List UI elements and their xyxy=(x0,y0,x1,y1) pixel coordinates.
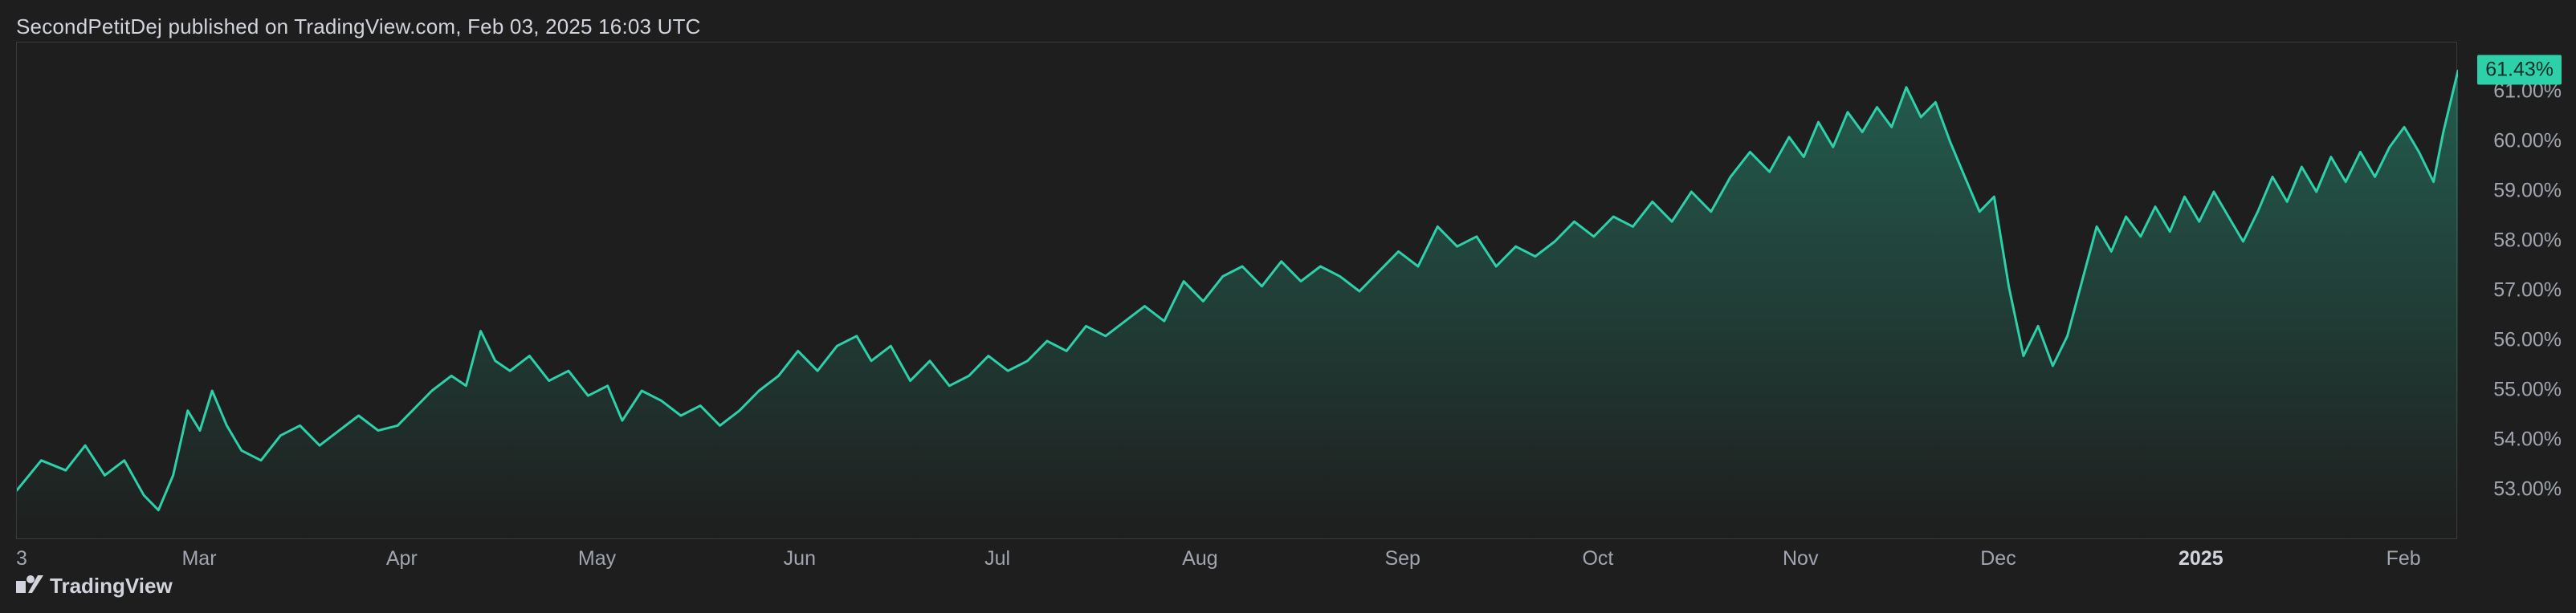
y-tick-label: 53.00% xyxy=(2493,478,2562,501)
attribution-text: SecondPetitDej published on TradingView.… xyxy=(16,14,701,39)
y-tick-label: 60.00% xyxy=(2493,130,2562,153)
y-tick-label: 55.00% xyxy=(2493,379,2562,402)
x-tick-label: Apr xyxy=(386,547,418,570)
last-price-badge: 61.43% xyxy=(2477,55,2562,85)
x-tick-label: 2025 xyxy=(2179,547,2223,570)
x-tick-label: Feb xyxy=(2386,547,2421,570)
x-axis: 3 Mar Apr May Jun Jul Aug Sep Oct Nov Dec 2025 Feb xyxy=(16,547,2457,579)
x-tick-label: Jun xyxy=(784,547,816,570)
y-axis: 53.00% 54.00% 55.00% 56.00% 57.00% 58.00% 59.0… xyxy=(2464,42,2576,539)
y-tick-label: 57.00% xyxy=(2493,279,2562,302)
chart-plot-area[interactable] xyxy=(16,42,2457,539)
x-tick-label: Oct xyxy=(1582,547,1613,570)
chart-fill xyxy=(17,71,2458,540)
x-tick-label: May xyxy=(578,547,616,570)
y-tick-label: 56.00% xyxy=(2493,329,2562,352)
x-tick-label: Mar xyxy=(181,547,216,570)
x-tick-label: Aug xyxy=(1182,547,1217,570)
y-tick-label: 59.00% xyxy=(2493,180,2562,203)
x-tick-label: 3 xyxy=(16,547,27,570)
price-area-chart xyxy=(17,43,2458,540)
x-tick-label: Jul xyxy=(984,547,1010,570)
tradingview-logo-icon xyxy=(16,574,43,599)
x-tick-label: Nov xyxy=(1783,547,1818,570)
tradingview-logo-text: TradingView xyxy=(50,574,173,599)
x-tick-label: Sep xyxy=(1384,547,1420,570)
x-tick-label: Dec xyxy=(1980,547,2016,570)
tradingview-logo[interactable]: TradingView xyxy=(16,574,173,599)
y-tick-label: 58.00% xyxy=(2493,229,2562,253)
chart-container: SecondPetitDej published on TradingView.… xyxy=(0,0,2576,613)
y-tick-label: 54.00% xyxy=(2493,428,2562,452)
